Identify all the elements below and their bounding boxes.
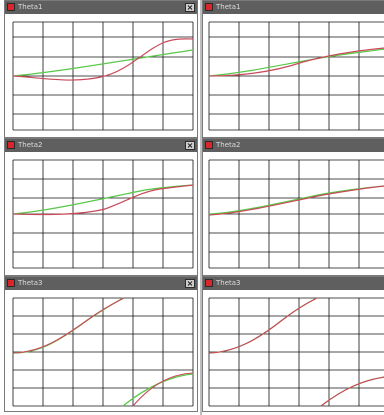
window-titlebar[interactable]: Theta3 × <box>203 277 384 290</box>
plot-area <box>5 290 197 411</box>
window-titlebar[interactable]: Theta2 × <box>203 139 384 152</box>
window-title: Theta2 <box>18 141 43 149</box>
grid <box>208 297 384 407</box>
plot-window-theta1-left[interactable]: Theta1 × <box>4 0 198 138</box>
plot-svg <box>208 21 384 131</box>
window-title: Theta1 <box>18 3 43 11</box>
window-title: Theta3 <box>18 279 43 287</box>
red-series-line-a <box>12 297 125 354</box>
app-icon <box>7 3 15 11</box>
window-titlebar[interactable]: Theta1 × <box>203 1 384 14</box>
plot-area <box>203 14 384 137</box>
close-icon[interactable]: × <box>185 141 195 150</box>
plot-window-theta3-right[interactable]: Theta3 × <box>202 276 384 412</box>
green-series-line-a <box>208 297 318 354</box>
red-series-line-a <box>208 297 318 354</box>
green-series-line <box>12 49 194 77</box>
plot-svg <box>12 159 194 269</box>
green-series-line-b <box>320 376 384 407</box>
green-series-line <box>208 48 384 77</box>
close-icon[interactable]: × <box>185 279 195 288</box>
plot-window-theta3-left[interactable]: Theta3 × <box>4 276 198 412</box>
grid <box>12 21 194 131</box>
window-title: Theta2 <box>216 141 241 149</box>
window-divider <box>200 0 202 415</box>
grid <box>208 159 384 269</box>
plot-window-theta2-left[interactable]: Theta2 × <box>4 138 198 276</box>
app-icon <box>7 141 15 149</box>
plot-window-theta2-right[interactable]: Theta2 × <box>202 138 384 276</box>
close-icon[interactable]: × <box>185 3 195 12</box>
app-icon <box>205 3 213 11</box>
red-series-line <box>12 38 194 81</box>
red-series-line <box>12 184 194 216</box>
window-titlebar[interactable]: Theta2 × <box>5 139 197 152</box>
plot-svg <box>12 21 194 131</box>
red-series-line <box>208 47 384 77</box>
green-series-line-a <box>12 297 124 354</box>
plot-svg <box>208 297 384 407</box>
plot-area <box>5 14 197 137</box>
grid <box>12 297 194 407</box>
plot-svg <box>208 159 384 269</box>
plot-area <box>203 152 384 275</box>
red-series-line <box>208 185 384 216</box>
window-title: Theta1 <box>216 3 241 11</box>
red-series-line-b <box>132 372 194 407</box>
plot-svg <box>12 297 194 407</box>
red-series-line-b <box>320 376 384 407</box>
window-titlebar[interactable]: Theta3 × <box>5 277 197 290</box>
window-title: Theta3 <box>216 279 241 287</box>
app-icon <box>205 141 213 149</box>
app-icon <box>7 279 15 287</box>
plot-area <box>203 290 384 411</box>
plot-area <box>5 152 197 275</box>
grid <box>208 21 384 131</box>
app-icon <box>205 279 213 287</box>
plot-window-theta1-right[interactable]: Theta1 × <box>202 0 384 138</box>
window-titlebar[interactable]: Theta1 × <box>5 1 197 14</box>
green-series-line-b <box>122 373 194 407</box>
